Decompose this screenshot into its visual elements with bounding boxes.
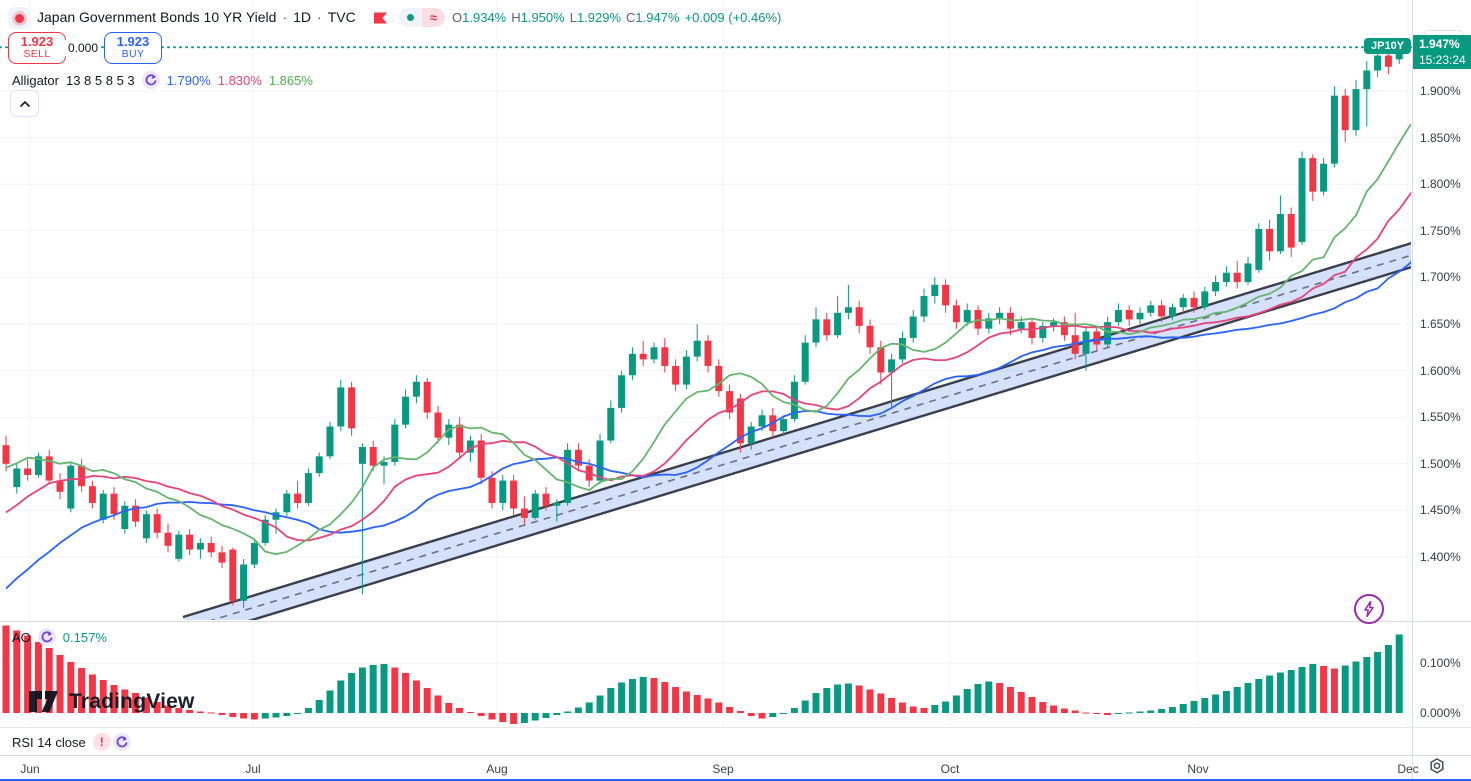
price-tick-label: 1.500%: [1420, 456, 1461, 471]
symbol-price-chip: JP10Y: [1364, 38, 1412, 54]
trend-channel[interactable]: [182, 242, 1412, 641]
rsi-name: RSI 14 close: [12, 734, 86, 750]
ohlc-values: O1.934% H1.950% L1.929% C1.947% +0.009 (…: [452, 10, 782, 25]
price-tick-label: 1.800%: [1420, 177, 1461, 192]
close-value: 1.947%: [635, 10, 680, 25]
sell-button[interactable]: 1.923 SELL: [8, 32, 66, 64]
last-price-label: 1.947% 15:23:24: [1413, 35, 1471, 69]
flag-icon[interactable]: [374, 11, 388, 29]
change-value: +0.009 (+0.46%): [684, 10, 782, 25]
lightning-icon: [1364, 601, 1374, 617]
alligator-jaw-value: 1.790%: [166, 72, 211, 88]
data-status-pill[interactable]: ≈: [399, 8, 445, 27]
month-label: Jul: [245, 762, 261, 776]
watermark-text: TradingView: [69, 690, 195, 713]
alligator-legend[interactable]: Alligator 13 8 5 8 5 3 1.790% 1.830% 1.8…: [12, 71, 313, 89]
month-label: Aug: [486, 762, 508, 776]
exchange: TVC: [327, 9, 356, 25]
alligator-lips-value: 1.865%: [268, 72, 313, 88]
refresh-icon[interactable]: [112, 733, 131, 751]
price-tick-label: 1.400%: [1420, 550, 1461, 564]
price-tick-label: 1.750%: [1420, 223, 1461, 238]
price-tick-label: 1.650%: [1420, 317, 1461, 331]
symbol-name: Japan Government Bonds 10 YR Yield: [37, 9, 277, 25]
last-price-value: 1.947%: [1419, 36, 1460, 51]
tradingview-logo-icon: [29, 691, 58, 712]
collapse-legend-button[interactable]: [10, 90, 39, 117]
separator: ·: [317, 9, 322, 25]
live-dot-icon: [14, 13, 24, 23]
ao-name: AO: [12, 629, 31, 645]
candlestick-series: [2, 44, 1403, 609]
ao-tick-label: 0.100%: [1420, 656, 1461, 670]
alligator-params: 13 8 5 8 5 3: [65, 72, 135, 88]
delayed-data-icon: ≈: [422, 8, 445, 27]
chevron-up-icon: [19, 100, 30, 107]
pane-divider-main-ao[interactable]: [0, 621, 1471, 622]
ao-value: 0.157%: [62, 629, 107, 645]
price-tick-label: 1.600%: [1420, 363, 1461, 378]
tradingview-watermark: TradingView: [28, 688, 195, 716]
buy-button[interactable]: 1.923 BUY: [104, 32, 162, 64]
live-status-button[interactable]: [8, 7, 30, 29]
market-status-icon: [399, 8, 422, 27]
alligator-teeth-value: 1.830%: [217, 72, 262, 88]
month-label: Dec: [1397, 762, 1419, 776]
price-tick-label: 1.850%: [1420, 130, 1461, 145]
timeframe[interactable]: 1D: [293, 9, 312, 25]
price-tick-label: 1.550%: [1420, 410, 1461, 425]
ao-histogram: [2, 625, 1403, 724]
ao-tick-label: 0.000%: [1420, 706, 1461, 720]
ao-legend[interactable]: AO 0.157%: [12, 628, 107, 646]
refresh-icon[interactable]: [37, 628, 56, 646]
spread-value: 0.000: [65, 40, 102, 56]
error-icon[interactable]: !: [92, 733, 111, 751]
price-tick-label: 1.900%: [1420, 84, 1461, 98]
refresh-icon[interactable]: [141, 71, 160, 89]
separator: ·: [282, 9, 288, 25]
time-axis-divider: [0, 755, 1471, 756]
price-tick-label: 1.700%: [1420, 270, 1461, 285]
symbol-title[interactable]: Japan Government Bonds 10 YR Yield · 1D …: [37, 9, 356, 25]
pane-divider-ao-rsi[interactable]: [0, 727, 1471, 728]
alligator-lines: [5, 123, 1411, 590]
price-axis-separator: [1412, 0, 1413, 781]
last-price-time: 15:23:24: [1419, 53, 1466, 67]
instant-order-button[interactable]: [1354, 594, 1384, 624]
open-value: 1.934%: [462, 10, 507, 25]
month-label: Sep: [712, 762, 734, 776]
grid-lines: [0, 0, 1411, 727]
rsi-legend[interactable]: RSI 14 close !: [12, 733, 131, 751]
alligator-name: Alligator: [12, 72, 59, 88]
settings-gear-icon[interactable]: [1428, 757, 1446, 780]
month-label: Nov: [1187, 762, 1209, 776]
price-tick-label: 1.450%: [1420, 503, 1461, 518]
month-label: Oct: [940, 762, 960, 776]
high-value: 1.950%: [520, 10, 565, 25]
low-value: 1.929%: [576, 10, 622, 25]
month-label: Jun: [20, 762, 40, 776]
bottom-accent-line: [0, 779, 1471, 781]
